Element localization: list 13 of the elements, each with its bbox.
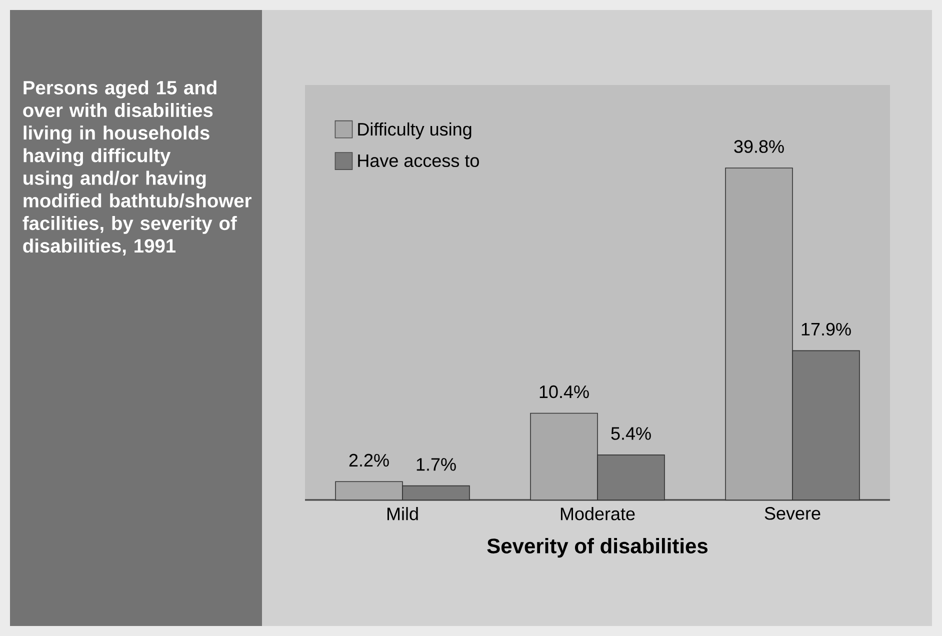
data-label: 5.4%	[611, 427, 651, 440]
x-axis-title: Severity of disabilities	[487, 538, 708, 558]
x-tick-label: Mild	[387, 507, 418, 520]
data-label: 1.7%	[416, 458, 456, 471]
data-label: 39.8%	[734, 140, 784, 153]
data-label: 17.9%	[802, 322, 851, 336]
legend-label: Have access to	[358, 154, 479, 168]
x-tick-label: Moderate	[560, 507, 635, 520]
data-label: 2.2%	[349, 454, 389, 467]
data-label: 10.4%	[540, 385, 589, 398]
x-tick-label: Severe	[764, 507, 820, 520]
text: Persons aged 15 and over with disabilities living in households having difficulty using and/or having modified bathtub/shower facilities, by severity of disabilities, 1991	[22, 80, 252, 256]
legend-label: Difficulty using	[358, 122, 472, 140]
